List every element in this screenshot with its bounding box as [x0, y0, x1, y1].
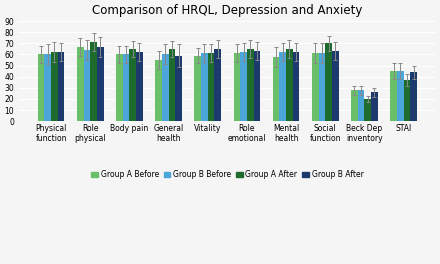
- Bar: [58, 52, 64, 121]
- Bar: [371, 92, 378, 121]
- Bar: [77, 47, 84, 121]
- Bar: [155, 60, 162, 121]
- Bar: [44, 54, 51, 121]
- Bar: [403, 80, 410, 121]
- Bar: [162, 54, 169, 121]
- Bar: [51, 52, 58, 121]
- Bar: [397, 71, 403, 121]
- Bar: [214, 49, 221, 121]
- Bar: [358, 90, 364, 121]
- Bar: [312, 53, 319, 121]
- Bar: [364, 99, 371, 121]
- Bar: [240, 52, 247, 121]
- Bar: [175, 56, 182, 121]
- Bar: [332, 51, 338, 121]
- Bar: [319, 53, 325, 121]
- Bar: [97, 47, 103, 121]
- Bar: [390, 71, 397, 121]
- Bar: [116, 54, 123, 121]
- Bar: [279, 52, 286, 121]
- Bar: [194, 56, 201, 121]
- Bar: [123, 54, 129, 121]
- Bar: [169, 49, 175, 121]
- Legend: Group A Before, Group B Before, Group A After, Group B After: Group A Before, Group B Before, Group A …: [88, 167, 367, 182]
- Bar: [90, 42, 97, 121]
- Bar: [247, 49, 253, 121]
- Bar: [84, 50, 90, 121]
- Title: Comparison of HRQL, Depression and Anxiety: Comparison of HRQL, Depression and Anxie…: [92, 4, 363, 17]
- Bar: [234, 53, 240, 121]
- Bar: [38, 54, 44, 121]
- Bar: [129, 49, 136, 121]
- Bar: [410, 72, 417, 121]
- Bar: [351, 90, 358, 121]
- Bar: [325, 43, 332, 121]
- Bar: [273, 57, 279, 121]
- Bar: [208, 53, 214, 121]
- Bar: [286, 49, 293, 121]
- Bar: [293, 52, 299, 121]
- Bar: [201, 53, 208, 121]
- Bar: [253, 51, 260, 121]
- Bar: [136, 52, 143, 121]
